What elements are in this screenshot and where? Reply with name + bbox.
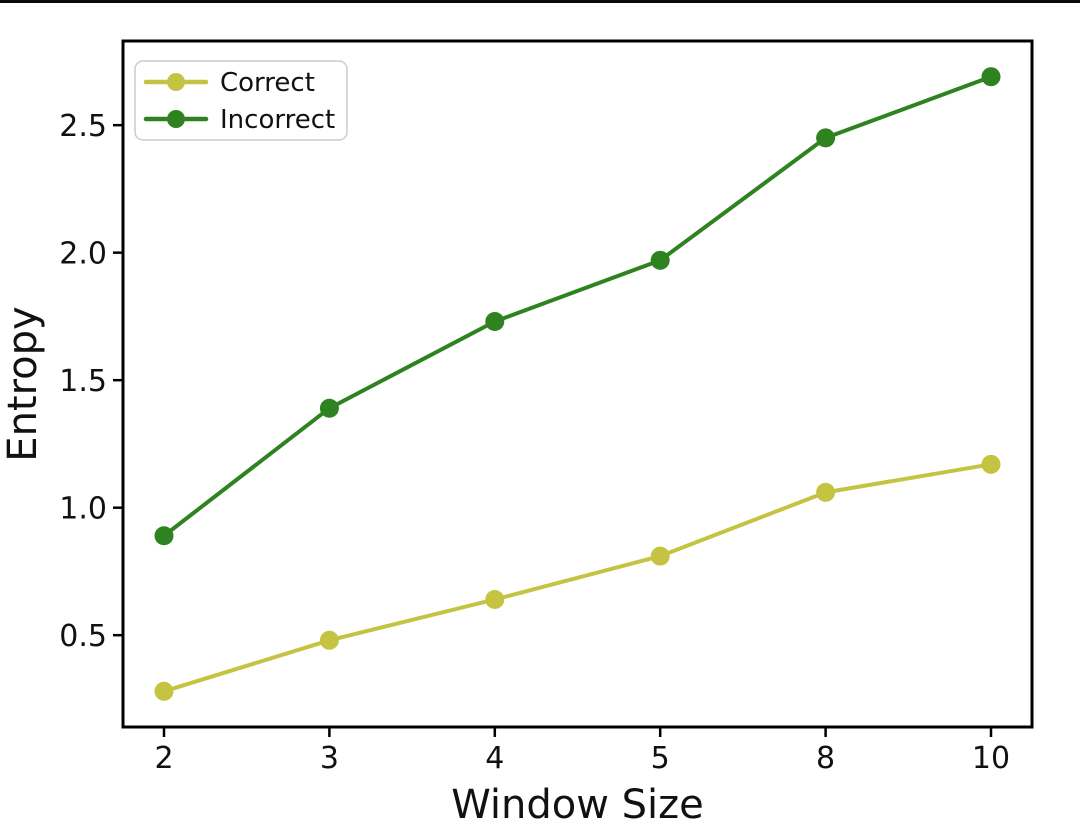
series-correct-marker-x8 — [816, 482, 836, 502]
series-correct-marker-x4 — [485, 589, 505, 609]
series-incorrect-line — [162, 74, 993, 538]
series-incorrect-marker-x8 — [816, 128, 836, 148]
series-incorrect-marker-x5 — [650, 250, 670, 270]
y-tick-label-2.0: 2.0 — [59, 237, 107, 272]
series-incorrect-marker-x4 — [485, 312, 505, 332]
series-correct-marker-x5 — [650, 546, 670, 566]
series-correct-marker-x10 — [981, 454, 1001, 474]
series-correct-marker-x3 — [319, 630, 339, 650]
y-tick-label-1.0: 1.0 — [59, 492, 107, 527]
x-tick-label-2: 2 — [154, 741, 173, 776]
series-correct-marker-x2 — [154, 681, 174, 701]
x-axis-label: Window Size — [451, 782, 704, 828]
x-tick-label-10: 10 — [972, 741, 1010, 776]
series-incorrect-marker-x10 — [981, 67, 1001, 87]
y-tick-label-0.5: 0.5 — [59, 619, 107, 654]
axes-frame — [121, 39, 1034, 729]
legend-label-incorrect: Incorrect — [220, 105, 335, 135]
plot-layer: 2 3 4 5 8 10 0.5 1.0 1.5 2.0 2.5 Window Size Entropy… — [0, 39, 1034, 828]
y-tick-label-1.5: 1.5 — [59, 364, 107, 399]
legend-label-correct: Correct — [220, 68, 315, 98]
x-tick-label-3: 3 — [320, 741, 339, 776]
screenshot-top-edge-line — [0, 0, 1080, 3]
series-correct-line — [162, 462, 993, 694]
legend-correct-marker — [167, 73, 185, 91]
x-tick-label-8: 8 — [816, 741, 835, 776]
legend-incorrect-marker — [167, 110, 185, 128]
x-tick-label-4: 4 — [485, 741, 504, 776]
y-tick-label-2.5: 2.5 — [59, 109, 107, 144]
series-incorrect-marker-x2 — [154, 526, 174, 546]
x-tick-label-5: 5 — [651, 741, 670, 776]
series-incorrect-marker-x3 — [319, 398, 339, 418]
y-axis-label: Entropy — [0, 306, 46, 461]
